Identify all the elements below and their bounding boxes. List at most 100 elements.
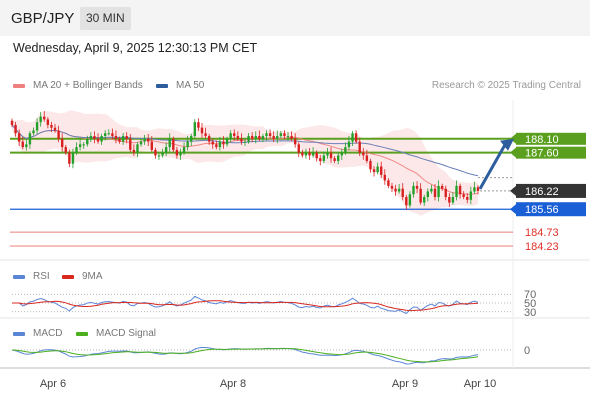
candle-body xyxy=(50,124,53,128)
candle-body xyxy=(322,155,326,161)
candle xyxy=(337,152,340,165)
candle-body xyxy=(164,147,168,153)
candle xyxy=(104,130,107,141)
candle-body xyxy=(376,166,379,173)
candle-body xyxy=(329,152,333,159)
x-tick-apr10: Apr 10 xyxy=(464,378,496,390)
candle xyxy=(225,136,229,147)
candle-body xyxy=(125,136,128,139)
candle xyxy=(82,142,85,149)
candle xyxy=(157,152,161,160)
candle-body xyxy=(437,185,440,198)
candle xyxy=(412,182,415,198)
candle xyxy=(462,191,465,200)
legend-9ma: 9MA xyxy=(62,271,103,282)
level-text: 186.22 xyxy=(525,186,559,198)
candle-body xyxy=(161,152,164,156)
macd-signal-line xyxy=(11,348,479,363)
pair-title: GBP/JPY xyxy=(11,10,75,27)
level-text: 184.73 xyxy=(525,227,559,239)
level-label-187.60: 187.60 xyxy=(510,146,586,160)
level-box xyxy=(516,146,586,159)
candle-body xyxy=(118,138,121,142)
candle-body xyxy=(261,136,265,139)
candle-body xyxy=(43,116,46,120)
candle-body xyxy=(218,141,222,148)
candle-body xyxy=(175,149,179,156)
candle-body xyxy=(265,133,268,137)
candle-body xyxy=(408,194,412,206)
candle xyxy=(437,180,440,202)
candle-body xyxy=(473,187,476,192)
candle-body xyxy=(143,138,146,142)
candle-body xyxy=(233,133,236,137)
candle-body xyxy=(297,144,300,153)
candle xyxy=(154,147,157,159)
level-pointer xyxy=(510,185,516,196)
candle xyxy=(283,130,286,140)
candle-body xyxy=(315,152,318,159)
candle-body xyxy=(440,185,444,189)
candle xyxy=(408,191,412,208)
candle-body xyxy=(365,155,369,161)
candle xyxy=(293,133,297,148)
candle-body xyxy=(86,138,89,145)
rsi-tick-70: 70 xyxy=(524,289,536,301)
legend-macd-signal: MACD Signal xyxy=(76,328,156,339)
header-bar: GBP/JPY 30 MIN xyxy=(0,0,590,36)
candle-body xyxy=(247,136,250,142)
candle xyxy=(229,130,232,143)
candle xyxy=(17,129,21,147)
candle-body xyxy=(207,136,211,142)
candle xyxy=(354,130,358,144)
candle-body xyxy=(225,138,229,145)
candle xyxy=(387,178,390,189)
candle-body xyxy=(68,152,71,164)
candle xyxy=(207,133,211,145)
candle xyxy=(240,133,243,145)
candle-body xyxy=(469,191,473,200)
candle-body xyxy=(337,155,340,161)
level-label-186.22: 186.22 xyxy=(510,183,586,198)
x-tick-apr6: Apr 6 xyxy=(40,378,66,390)
candle-body xyxy=(190,136,193,142)
candles xyxy=(10,111,480,210)
level-text: 185.56 xyxy=(525,204,559,216)
candle xyxy=(458,183,462,199)
candle xyxy=(340,148,343,160)
candle xyxy=(96,133,100,144)
candle-body xyxy=(168,138,171,148)
candle xyxy=(469,186,473,205)
credit-text: Research © 2025 Trading Central xyxy=(431,80,581,91)
candle xyxy=(50,121,53,133)
candle-body xyxy=(387,180,390,186)
candle-body xyxy=(104,133,107,137)
x-tick-apr8: Apr 8 xyxy=(220,378,246,390)
candle-body xyxy=(25,144,28,148)
candle-body xyxy=(60,138,64,148)
candle xyxy=(351,131,354,147)
candle-body xyxy=(412,185,415,195)
candle xyxy=(35,118,39,134)
candle-body xyxy=(462,194,465,198)
candle-body xyxy=(390,185,394,189)
macd-signal-swatch-icon xyxy=(76,331,88,336)
candle-body xyxy=(21,141,24,148)
x-tick-apr9: Apr 9 xyxy=(392,378,418,390)
candle-body xyxy=(100,136,103,142)
timeframe-button[interactable]: 30 MIN xyxy=(80,7,131,30)
candle xyxy=(211,138,214,149)
candle xyxy=(125,132,128,144)
candle-body xyxy=(75,147,78,153)
level-text: 188.10 xyxy=(525,134,559,146)
candle xyxy=(114,130,118,144)
candle-body xyxy=(17,133,21,142)
bollinger-band-fill xyxy=(12,110,478,216)
candle xyxy=(197,118,200,132)
candle-body xyxy=(301,152,304,156)
candle-body xyxy=(64,147,67,153)
candle-body xyxy=(211,141,214,145)
candle xyxy=(175,146,179,159)
legend-9ma-label: 9MA xyxy=(82,271,103,282)
ma9-swatch-icon xyxy=(62,274,74,279)
